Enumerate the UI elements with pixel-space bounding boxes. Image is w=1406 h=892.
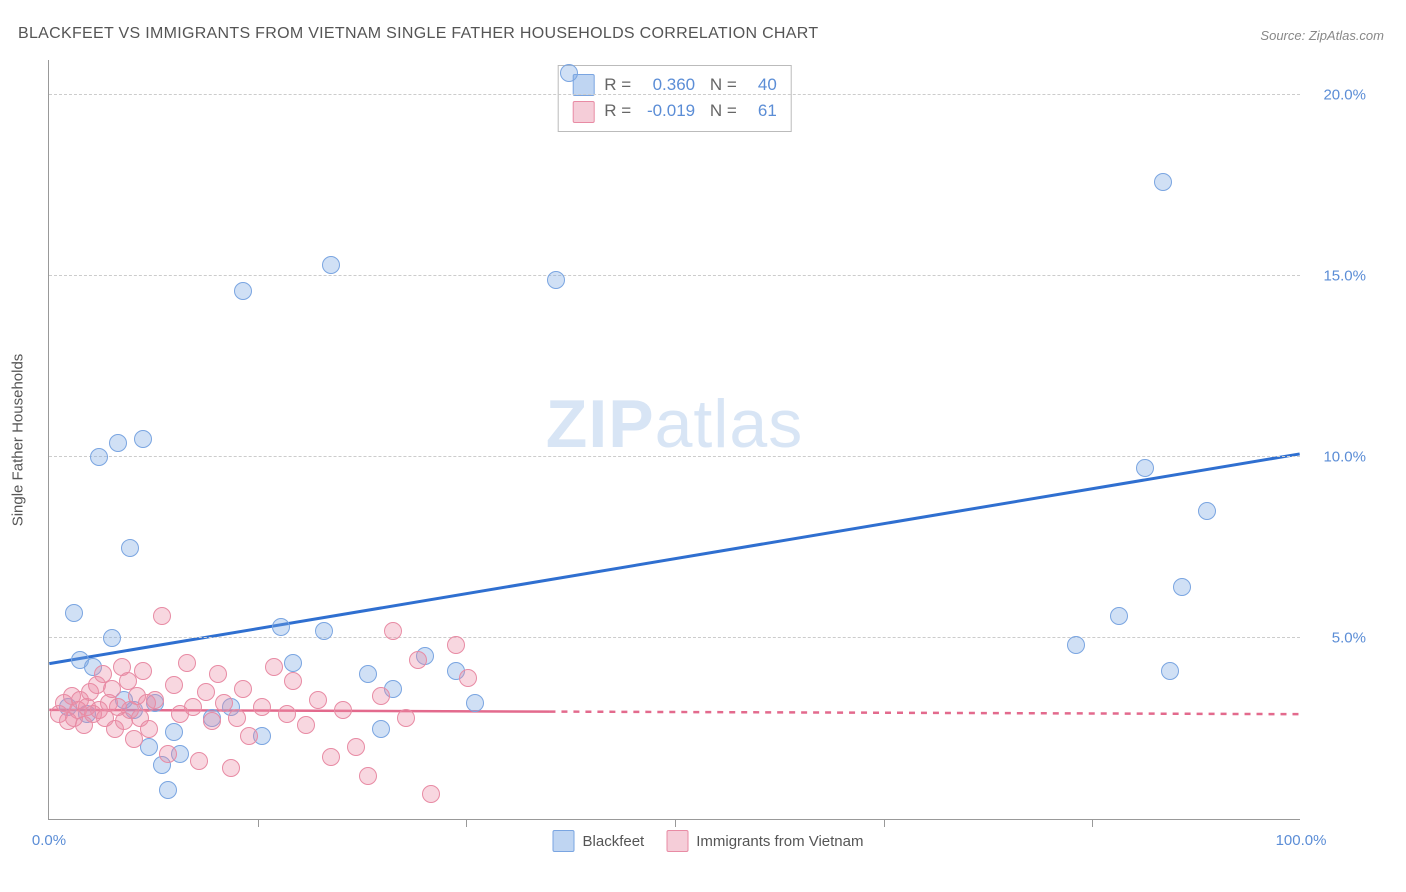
marker-vietnam [234, 680, 252, 698]
marker-blackfeet [90, 448, 108, 466]
stats-r-value-2: -0.019 [641, 98, 695, 124]
marker-blackfeet [1154, 173, 1172, 191]
watermark: ZIPatlas [546, 385, 803, 463]
marker-blackfeet [165, 723, 183, 741]
ytick-label: 10.0% [1323, 449, 1366, 466]
watermark-light: atlas [655, 386, 804, 462]
marker-vietnam [190, 752, 208, 770]
stats-swatch-2 [572, 101, 594, 123]
marker-vietnam [140, 720, 158, 738]
legend-item-1: Blackfeet [553, 830, 645, 852]
marker-vietnam [222, 759, 240, 777]
stats-n-value-2: 61 [747, 98, 777, 124]
marker-vietnam [209, 665, 227, 683]
plot-area: ZIPatlas R = 0.360 N = 40 R = -0.019 N =… [48, 60, 1300, 820]
marker-blackfeet [547, 271, 565, 289]
marker-blackfeet [1173, 578, 1191, 596]
xtick-minor [1092, 819, 1093, 827]
legend-swatch-1 [553, 830, 575, 852]
marker-blackfeet [134, 430, 152, 448]
xtick-minor [466, 819, 467, 827]
plot-container: Single Father Households ZIPatlas R = 0.… [48, 60, 1368, 820]
xtick-minor [675, 819, 676, 827]
marker-vietnam [347, 738, 365, 756]
ytick-label: 15.0% [1323, 268, 1366, 285]
marker-vietnam [146, 691, 164, 709]
stats-legend-box: R = 0.360 N = 40 R = -0.019 N = 61 [557, 65, 792, 132]
gridline-h [49, 637, 1300, 638]
marker-blackfeet [234, 282, 252, 300]
marker-blackfeet [1067, 636, 1085, 654]
watermark-bold: ZIP [546, 386, 655, 462]
marker-vietnam [284, 672, 302, 690]
legend-label-1: Blackfeet [583, 833, 645, 850]
marker-vietnam [178, 654, 196, 672]
marker-blackfeet [1110, 607, 1128, 625]
marker-vietnam [278, 705, 296, 723]
marker-blackfeet [121, 539, 139, 557]
legend-item-2: Immigrants from Vietnam [666, 830, 863, 852]
marker-blackfeet [1198, 502, 1216, 520]
stats-row-2: R = -0.019 N = 61 [572, 98, 777, 124]
xtick-label: 0.0% [32, 832, 66, 849]
source-attribution: Source: ZipAtlas.com [1260, 28, 1384, 43]
y-axis-title: Single Father Households [10, 354, 27, 527]
ytick-label: 20.0% [1323, 87, 1366, 104]
marker-vietnam [447, 636, 465, 654]
marker-vietnam [184, 698, 202, 716]
marker-blackfeet [466, 694, 484, 712]
xtick-label: 100.0% [1276, 832, 1327, 849]
marker-vietnam [359, 767, 377, 785]
marker-blackfeet [159, 781, 177, 799]
marker-blackfeet [109, 434, 127, 452]
marker-vietnam [159, 745, 177, 763]
marker-vietnam [240, 727, 258, 745]
marker-vietnam [197, 683, 215, 701]
marker-blackfeet [359, 665, 377, 683]
stats-r-label-2: R = [604, 98, 631, 124]
marker-blackfeet [322, 256, 340, 274]
marker-vietnam [153, 607, 171, 625]
gridline-h [49, 456, 1300, 457]
marker-vietnam [384, 622, 402, 640]
marker-blackfeet [560, 64, 578, 82]
marker-blackfeet [1136, 459, 1154, 477]
marker-vietnam [409, 651, 427, 669]
marker-vietnam [372, 687, 390, 705]
marker-vietnam [203, 712, 221, 730]
gridline-h [49, 275, 1300, 276]
marker-blackfeet [103, 629, 121, 647]
stats-n-label-2: N = [705, 98, 737, 124]
xtick-minor [884, 819, 885, 827]
marker-vietnam [103, 680, 121, 698]
marker-vietnam [334, 701, 352, 719]
ytick-label: 5.0% [1332, 630, 1366, 647]
bottom-legend: Blackfeet Immigrants from Vietnam [553, 830, 864, 852]
legend-swatch-2 [666, 830, 688, 852]
source-name: ZipAtlas.com [1309, 28, 1384, 43]
xtick-minor [258, 819, 259, 827]
marker-blackfeet [315, 622, 333, 640]
marker-blackfeet [372, 720, 390, 738]
legend-label-2: Immigrants from Vietnam [696, 833, 863, 850]
marker-vietnam [297, 716, 315, 734]
marker-blackfeet [272, 618, 290, 636]
marker-vietnam [134, 662, 152, 680]
marker-vietnam [459, 669, 477, 687]
marker-vietnam [322, 748, 340, 766]
marker-vietnam [165, 676, 183, 694]
marker-vietnam [397, 709, 415, 727]
marker-vietnam [265, 658, 283, 676]
marker-vietnam [309, 691, 327, 709]
chart-title: BLACKFEET VS IMMIGRANTS FROM VIETNAM SIN… [18, 25, 818, 43]
marker-vietnam [253, 698, 271, 716]
marker-vietnam [228, 709, 246, 727]
marker-blackfeet [65, 604, 83, 622]
gridline-h [49, 94, 1300, 95]
marker-vietnam [422, 785, 440, 803]
marker-blackfeet [284, 654, 302, 672]
source-label: Source: [1260, 28, 1305, 43]
marker-blackfeet [1161, 662, 1179, 680]
